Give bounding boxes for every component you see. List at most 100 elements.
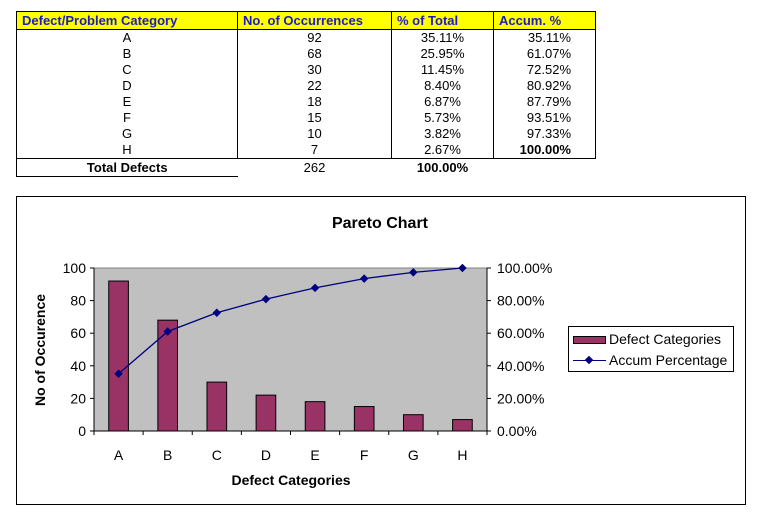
cell-pct: 25.95% bbox=[391, 46, 494, 62]
x-tick-label-H: H bbox=[457, 447, 467, 463]
legend-line-swatch bbox=[573, 355, 606, 367]
cell-accum: 100.00% bbox=[493, 142, 596, 159]
y2-tick-label: 100.00% bbox=[497, 260, 552, 276]
cell-occurrences: 92 bbox=[237, 29, 392, 46]
cell-pct: 11.45% bbox=[391, 62, 494, 78]
cell-accum: 35.11% bbox=[493, 29, 596, 46]
y2-tick-label: 20.00% bbox=[497, 390, 544, 406]
header-pct-total: % of Total bbox=[391, 11, 494, 30]
total-occurrences: 262 bbox=[237, 158, 392, 177]
cell-pct: 5.73% bbox=[391, 110, 494, 126]
bar-C bbox=[206, 381, 228, 432]
table-row: G 10 3.82% 97.33% bbox=[16, 126, 596, 142]
x-tick-label-D: D bbox=[261, 447, 271, 463]
cell-occurrences: 22 bbox=[237, 78, 392, 94]
table-row: E 18 6.87% 87.79% bbox=[16, 94, 596, 110]
cell-category: G bbox=[16, 126, 238, 142]
legend-bar-swatch bbox=[573, 336, 606, 345]
total-pct: 100.00% bbox=[391, 158, 494, 177]
header-occurrences: No. of Occurrences bbox=[237, 11, 392, 30]
plot-area bbox=[93, 267, 488, 432]
y-tick-label: 60 bbox=[70, 325, 86, 341]
legend-item-line: Accum Percentage bbox=[573, 350, 727, 370]
header-accum: Accum. % bbox=[493, 11, 596, 30]
y-tick-label: 0 bbox=[78, 423, 86, 439]
chart-title: Pareto Chart bbox=[332, 215, 429, 232]
table-row: C 30 11.45% 72.52% bbox=[16, 62, 596, 78]
table-row: H 7 2.67% 100.00% bbox=[16, 142, 596, 159]
x-axis-label: Defect Categories bbox=[231, 472, 350, 488]
y2-tick-label: 0.00% bbox=[497, 423, 537, 439]
x-tick-label-E: E bbox=[310, 447, 319, 463]
y-axis-label: No of Occurence bbox=[32, 294, 48, 406]
cell-category: C bbox=[16, 62, 238, 78]
accum-marker-E bbox=[310, 283, 320, 293]
accum-marker-C bbox=[212, 308, 222, 318]
table-row: D 22 8.40% 80.92% bbox=[16, 78, 596, 94]
table-row: A 92 35.11% 35.11% bbox=[16, 29, 596, 46]
y-tick-label: 40 bbox=[70, 358, 86, 374]
accum-marker-F bbox=[359, 274, 369, 283]
x-tick-label-F: F bbox=[360, 447, 369, 463]
table-total-row: Total Defects 262 100.00% bbox=[16, 158, 596, 177]
table-header-row: Defect/Problem Category No. of Occurrenc… bbox=[16, 11, 596, 30]
cell-category: A bbox=[16, 29, 238, 46]
x-tick-label-A: A bbox=[114, 447, 124, 463]
accum-marker-B bbox=[163, 327, 172, 336]
bar-series bbox=[108, 280, 473, 432]
accum-marker-D bbox=[261, 294, 271, 304]
cell-occurrences: 10 bbox=[237, 126, 392, 142]
cell-accum: 87.79% bbox=[493, 94, 596, 110]
cell-pct: 8.40% bbox=[391, 78, 494, 94]
cell-accum: 93.51% bbox=[493, 110, 596, 126]
y2-tick-label: 60.00% bbox=[497, 325, 544, 341]
cell-category: F bbox=[16, 110, 238, 126]
cell-pct: 6.87% bbox=[391, 94, 494, 110]
y-tick-label: 100 bbox=[63, 260, 87, 276]
cell-category: H bbox=[16, 142, 238, 159]
defect-table: Defect/Problem Category No. of Occurrenc… bbox=[16, 11, 596, 177]
cell-pct: 35.11% bbox=[391, 29, 494, 46]
cell-category: E bbox=[16, 94, 238, 110]
legend-label-line: Accum Percentage bbox=[609, 352, 728, 368]
line-series bbox=[114, 263, 467, 379]
accum-marker-A bbox=[114, 369, 123, 379]
cell-pct: 3.82% bbox=[391, 126, 494, 142]
cell-accum: 97.33% bbox=[493, 126, 596, 142]
cell-pct: 2.67% bbox=[391, 142, 494, 159]
bar-H bbox=[452, 419, 473, 432]
x-tick-label-B: B bbox=[163, 447, 172, 463]
bar-E bbox=[304, 401, 326, 432]
cell-occurrences: 30 bbox=[237, 62, 392, 78]
cell-category: B bbox=[16, 46, 238, 62]
ticks: 0 20 40 60 80 100 0.00% 20.00% 40.00% 60.00% 80.00… bbox=[63, 260, 553, 463]
bar-A bbox=[108, 280, 129, 432]
cell-accum: 61.07% bbox=[493, 46, 596, 62]
legend-item-bars: Defect Categories bbox=[573, 329, 721, 349]
y-tick-label: 20 bbox=[70, 390, 86, 406]
y-tick-label: 80 bbox=[70, 293, 86, 309]
x-tick-label-C: C bbox=[212, 447, 222, 463]
x-tick-label-G: G bbox=[408, 447, 419, 463]
cell-accum: 80.92% bbox=[493, 78, 596, 94]
legend-label-bars: Defect Categories bbox=[609, 331, 722, 347]
y2-tick-label: 80.00% bbox=[497, 293, 544, 309]
cell-occurrences: 18 bbox=[237, 94, 392, 110]
table-row: F 15 5.73% 93.51% bbox=[16, 110, 596, 126]
accum-marker-G bbox=[409, 268, 418, 277]
cell-occurrences: 68 bbox=[237, 46, 392, 62]
accum-line bbox=[118, 267, 463, 375]
cell-category: D bbox=[16, 78, 238, 94]
cell-occurrences: 15 bbox=[237, 110, 392, 126]
table-row: B 68 25.95% 61.07% bbox=[16, 46, 596, 62]
total-label: Total Defects bbox=[16, 158, 238, 177]
header-category: Defect/Problem Category bbox=[16, 11, 238, 30]
cell-occurrences: 7 bbox=[237, 142, 392, 159]
bar-F bbox=[353, 406, 375, 432]
bar-G bbox=[402, 414, 424, 432]
total-empty bbox=[493, 158, 596, 177]
accum-marker-H bbox=[458, 263, 467, 273]
cell-accum: 72.52% bbox=[493, 62, 596, 78]
bar-D bbox=[255, 394, 277, 432]
